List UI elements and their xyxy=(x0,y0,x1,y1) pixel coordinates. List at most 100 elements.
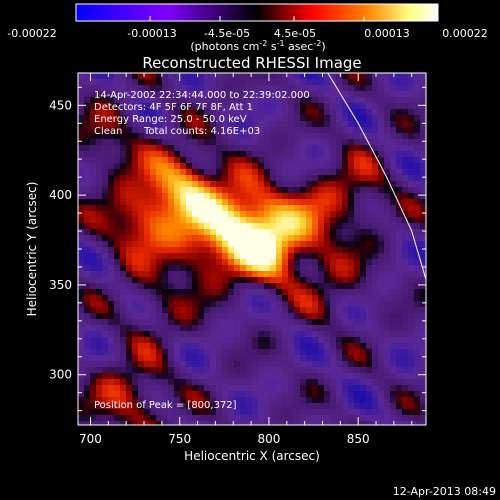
heatmap-cell xyxy=(282,379,289,386)
heatmap-cell xyxy=(102,349,109,356)
heatmap-cell xyxy=(306,403,313,410)
heatmap-cell xyxy=(174,409,181,416)
heatmap-cell xyxy=(336,349,343,356)
heatmap-cell xyxy=(114,373,121,380)
heatmap-cell xyxy=(414,367,421,374)
heatmap-cell xyxy=(288,175,295,182)
heatmap-cell xyxy=(186,151,193,158)
heatmap-cell xyxy=(312,157,319,164)
heatmap-cell xyxy=(390,241,397,248)
heatmap-cell xyxy=(342,211,349,218)
heatmap-cell xyxy=(192,277,199,284)
heatmap-cell xyxy=(144,169,151,176)
heatmap-cell xyxy=(348,235,355,242)
heatmap-cell xyxy=(132,145,139,152)
heatmap-cell xyxy=(168,223,175,230)
heatmap-cell xyxy=(252,265,259,272)
heatmap-cell xyxy=(252,313,259,320)
heatmap-cell xyxy=(120,193,127,200)
heatmap-cell xyxy=(144,193,151,200)
heatmap-cell xyxy=(84,391,91,398)
heatmap-cell xyxy=(240,283,247,290)
heatmap-cell xyxy=(282,253,289,260)
heatmap-cell xyxy=(108,241,115,248)
heatmap-cell xyxy=(402,97,409,104)
heatmap-cell xyxy=(294,115,301,122)
heatmap-cell xyxy=(90,145,97,152)
heatmap-cell xyxy=(372,133,379,140)
heatmap-cell xyxy=(132,151,139,158)
heatmap-cell xyxy=(126,343,133,350)
heatmap-cell xyxy=(330,259,337,266)
heatmap-cell xyxy=(198,241,205,248)
heatmap-cell xyxy=(336,127,343,134)
heatmap-cell xyxy=(156,133,163,140)
heatmap-cell xyxy=(96,241,103,248)
heatmap-cell xyxy=(126,199,133,206)
heatmap-cell xyxy=(252,145,259,152)
heatmap-cell xyxy=(330,277,337,284)
heatmap-cell xyxy=(306,163,313,170)
heatmap-cell xyxy=(294,241,301,248)
heatmap-cell xyxy=(318,409,325,416)
heatmap-cell xyxy=(294,85,301,92)
heatmap-cell xyxy=(324,103,331,110)
heatmap-cell xyxy=(378,133,385,140)
heatmap-cell xyxy=(168,343,175,350)
heatmap-cell xyxy=(258,181,265,188)
heatmap-cell xyxy=(270,373,277,380)
heatmap-cell xyxy=(402,121,409,128)
heatmap-cell xyxy=(396,247,403,254)
heatmap-cell xyxy=(162,319,169,326)
heatmap-cell xyxy=(252,175,259,182)
heatmap-cell xyxy=(234,283,241,290)
heatmap-cell xyxy=(102,295,109,302)
heatmap-cell xyxy=(132,313,139,320)
heatmap-cell xyxy=(312,349,319,356)
heatmap-cell xyxy=(312,187,319,194)
heatmap-cell xyxy=(330,295,337,302)
heatmap-cell xyxy=(222,247,229,254)
heatmap-cell xyxy=(90,169,97,176)
heatmap-cell xyxy=(384,373,391,380)
heatmap-cell xyxy=(222,391,229,398)
heatmap-cell xyxy=(402,409,409,416)
heatmap-cell xyxy=(174,211,181,218)
heatmap-cell xyxy=(120,163,127,170)
heatmap-cell xyxy=(84,133,91,140)
heatmap-cell xyxy=(258,109,265,116)
heatmap-cell xyxy=(162,157,169,164)
heatmap-cell xyxy=(174,301,181,308)
heatmap-cell xyxy=(168,355,175,362)
heatmap-cell xyxy=(138,241,145,248)
heatmap-cell xyxy=(192,109,199,116)
heatmap-cell xyxy=(174,109,181,116)
heatmap-cell xyxy=(90,361,97,368)
heatmap-cell xyxy=(420,289,426,296)
heatmap-cell xyxy=(192,421,199,425)
heatmap-cell xyxy=(342,247,349,254)
heatmap-cell xyxy=(258,145,265,152)
heatmap-cell xyxy=(270,253,277,260)
heatmap-cell xyxy=(402,169,409,176)
heatmap-cell xyxy=(360,103,367,110)
heatmap-cell xyxy=(294,103,301,110)
heatmap-cell xyxy=(384,349,391,356)
heatmap-cell xyxy=(150,247,157,254)
heatmap-cell xyxy=(240,367,247,374)
heatmap-cell xyxy=(258,421,265,425)
heatmap-cell xyxy=(330,235,337,242)
heatmap-cell xyxy=(384,409,391,416)
heatmap-cell xyxy=(270,271,277,278)
heatmap-cell xyxy=(144,205,151,212)
heatmap-cell xyxy=(180,151,187,158)
heatmap-cell xyxy=(300,139,307,146)
heatmap-cell xyxy=(252,349,259,356)
heatmap-cell xyxy=(354,385,361,392)
heatmap-cell xyxy=(210,97,217,104)
heatmap-cell xyxy=(108,121,115,128)
heatmap-cell xyxy=(204,175,211,182)
heatmap-cell xyxy=(174,271,181,278)
heatmap-cell xyxy=(180,397,187,404)
heatmap-cell xyxy=(330,169,337,176)
